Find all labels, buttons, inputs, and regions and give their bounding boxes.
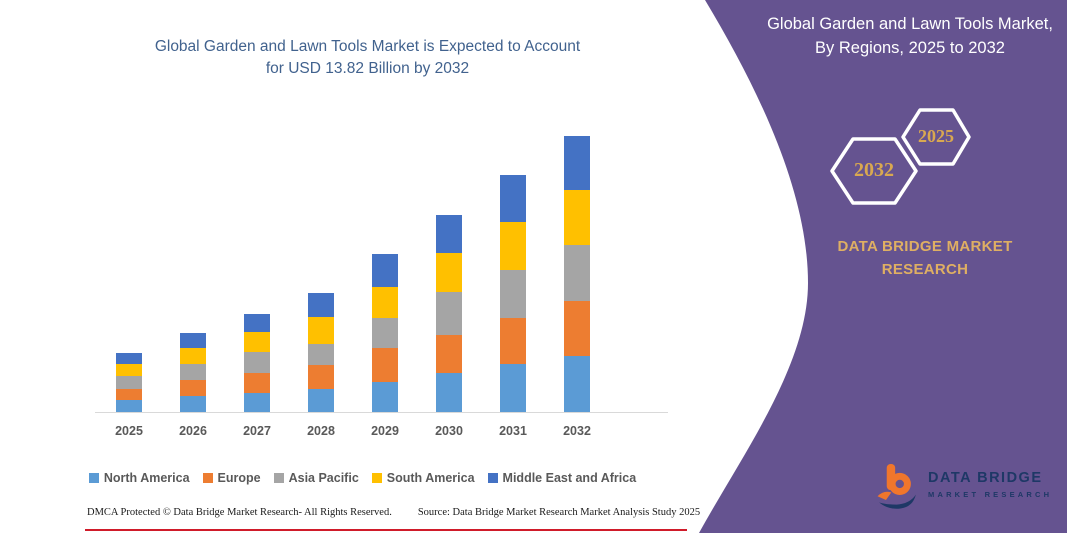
bar-segment-south-america	[308, 317, 334, 344]
bar-segment-north-america	[116, 400, 142, 412]
hexagon-2032-label: 2032	[854, 159, 894, 181]
bar-segment-south-america	[500, 222, 526, 270]
bar-segment-middle-east-and-africa	[116, 353, 142, 364]
data-bridge-logo: DATA BRIDGE MARKET RESEARCH	[876, 460, 1052, 514]
x-tick-2029: 2029	[371, 424, 399, 438]
brand-line1: DATA BRIDGE MARKET	[837, 238, 1013, 255]
bar-segment-europe	[308, 365, 334, 389]
x-axis-line	[95, 412, 668, 413]
legend-label-europe: Europe	[217, 471, 261, 485]
bar-segment-asia-pacific	[372, 318, 398, 348]
hexagon-2025-label: 2025	[918, 126, 954, 146]
bar-segment-north-america	[308, 389, 334, 412]
purple-panel-shape	[699, 0, 1067, 533]
x-tick-2032: 2032	[563, 424, 591, 438]
bar-2031	[500, 175, 526, 412]
bar-segment-middle-east-and-africa	[180, 333, 206, 348]
bar-2025	[116, 353, 142, 412]
x-tick-2026: 2026	[179, 424, 207, 438]
hexagon-2032	[830, 137, 918, 205]
chart-title: Global Garden and Lawn Tools Market is E…	[55, 36, 680, 80]
legend-swatch-north-america	[88, 473, 99, 483]
bar-segment-middle-east-and-africa	[500, 175, 526, 222]
bar-segment-north-america	[372, 382, 398, 412]
bar-segment-north-america	[180, 396, 206, 412]
legend-label-south-america: South America	[386, 471, 475, 485]
bar-segment-asia-pacific	[500, 270, 526, 318]
bar-2029	[372, 254, 398, 412]
bar-segment-north-america	[564, 356, 590, 412]
data-bridge-logo-icon	[877, 464, 916, 509]
legend-item-asia-pacific: Asia Pacific	[273, 471, 359, 485]
bar-segment-south-america	[180, 348, 206, 364]
bar-segment-middle-east-and-africa	[244, 314, 270, 332]
right-panel-title: Global Garden and Lawn Tools Market, By …	[767, 15, 1053, 57]
bar-segment-asia-pacific	[308, 344, 334, 365]
bar-segment-asia-pacific	[436, 292, 462, 335]
footer: DMCA Protected © Data Bridge Market Rese…	[87, 507, 700, 518]
chart-title-line1: Global Garden and Lawn Tools Market is E…	[154, 38, 581, 55]
logo-tagline: MARKET RESEARCH	[928, 490, 1053, 499]
legend-item-north-america: North America	[88, 471, 190, 485]
bar-segment-asia-pacific	[244, 352, 270, 373]
bar-2030	[436, 215, 462, 412]
bar-2028	[308, 293, 334, 412]
legend-label-north-america: North America	[103, 471, 190, 485]
brand-line2: RESEARCH	[881, 261, 969, 278]
bar-segment-south-america	[436, 253, 462, 292]
bar-segment-middle-east-and-africa	[372, 254, 398, 287]
bar-segment-europe	[244, 373, 270, 393]
bar-segment-middle-east-and-africa	[564, 136, 590, 190]
bar-segment-europe	[564, 301, 590, 356]
bar-segment-north-america	[244, 393, 270, 412]
source-text: Source: Data Bridge Market Research Mark…	[417, 507, 701, 518]
chart-title-line2: for USD 13.82 Billion by 2032	[265, 60, 470, 77]
x-tick-2025: 2025	[115, 424, 143, 438]
plot-area	[95, 113, 668, 413]
x-axis-labels: 2025 2026 2027 2028 2029 2030 2031 2032	[95, 424, 668, 442]
legend-swatch-south-america	[371, 473, 382, 483]
bar-segment-asia-pacific	[564, 245, 590, 301]
bar-2026	[180, 333, 206, 412]
red-divider-line	[85, 529, 687, 531]
x-tick-2027: 2027	[243, 424, 271, 438]
legend-label-middle-east-and-africa: Middle East and Africa	[502, 471, 637, 485]
logo-texts: DATA BRIDGE MARKET RESEARCH	[928, 470, 1052, 499]
bar-segment-middle-east-and-africa	[308, 293, 334, 317]
x-tick-2031: 2031	[499, 424, 527, 438]
legend-item-middle-east-and-africa: Middle East and Africa	[487, 471, 637, 485]
bar-segment-south-america	[564, 190, 590, 245]
legend-item-europe: Europe	[202, 471, 261, 485]
bar-segment-europe	[372, 348, 398, 382]
legend-label-asia-pacific: Asia Pacific	[288, 471, 359, 485]
bar-2027	[244, 314, 270, 412]
legend-swatch-europe	[202, 473, 213, 483]
logo-name: DATA BRIDGE	[928, 470, 1043, 486]
chart-legend: North America Europe Asia Pacific South Ame…	[40, 471, 685, 485]
bar-segment-europe	[500, 318, 526, 364]
x-tick-2028: 2028	[307, 424, 335, 438]
bar-segment-asia-pacific	[116, 376, 142, 389]
bar-2032	[564, 136, 590, 412]
dmca-text: DMCA Protected © Data Bridge Market Rese…	[87, 507, 392, 518]
bar-segment-south-america	[244, 332, 270, 352]
bar-segment-asia-pacific	[180, 364, 206, 380]
brand-wordmark: DATA BRIDGE MARKET RESEARCH	[800, 235, 1050, 281]
bar-segment-south-america	[116, 364, 142, 376]
bar-segment-europe	[180, 380, 206, 396]
x-tick-2030: 2030	[435, 424, 463, 438]
bar-segment-middle-east-and-africa	[436, 215, 462, 253]
bar-segment-north-america	[436, 373, 462, 412]
hexagon-2025	[901, 108, 971, 166]
legend-item-south-america: South America	[371, 471, 475, 485]
bar-segment-europe	[116, 389, 142, 400]
legend-swatch-middle-east-and-africa	[487, 473, 498, 483]
bar-segment-south-america	[372, 287, 398, 318]
bar-segment-north-america	[500, 364, 526, 412]
legend-swatch-asia-pacific	[273, 473, 284, 483]
bar-segment-europe	[436, 335, 462, 373]
